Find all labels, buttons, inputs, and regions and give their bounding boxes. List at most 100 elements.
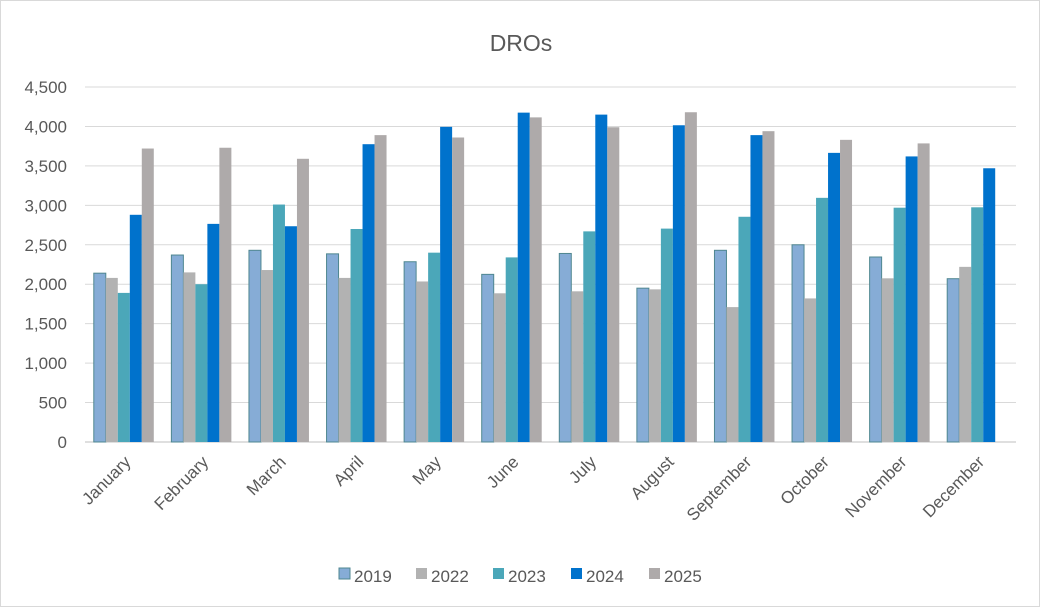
y-tick-label: 2,500 [24, 236, 67, 255]
x-tick-label: October [777, 452, 833, 508]
y-tick-label: 0 [58, 433, 67, 452]
bar-2024-april [362, 144, 375, 442]
bar-2022-july [571, 291, 584, 442]
bar-2025-november [917, 143, 930, 442]
chart-title: DROs [490, 30, 553, 56]
bar-2023-april [350, 229, 363, 442]
x-tick-label: July [565, 452, 600, 487]
legend-swatch [649, 568, 660, 579]
bar-2024-july [595, 114, 608, 442]
bar-2024-august [672, 125, 685, 442]
y-tick-label: 1,000 [24, 354, 67, 373]
bar-2022-november [881, 278, 894, 442]
bar-2023-january [117, 292, 130, 442]
bar-2024-november [905, 156, 918, 442]
bar-2022-may [416, 281, 429, 442]
bar-2019-august [636, 287, 650, 443]
legend-item-2025: 2025 [649, 567, 702, 586]
bar-2025-july [607, 127, 620, 442]
bar-2019-september [713, 249, 727, 443]
bar-2019-november [869, 256, 883, 443]
bar-2022-april [338, 277, 351, 442]
legend-item-2022: 2022 [416, 567, 469, 586]
y-tick-label: 2,000 [24, 275, 67, 294]
bar-2022-february [183, 272, 196, 442]
bar-2019-may [403, 261, 417, 443]
bar-2019-june [481, 273, 495, 443]
x-axis-ticks: January February March April May June July Augu… [78, 452, 988, 525]
bar-2019-april [326, 253, 340, 443]
bar-2023-october [816, 197, 829, 442]
legend-item-2024: 2024 [571, 567, 624, 586]
bar-2024-september [750, 135, 763, 442]
bar-2024-january [129, 214, 142, 442]
bar-2022-june [493, 293, 506, 442]
bar-2022-december [959, 266, 972, 442]
bar-2024-june [517, 112, 530, 442]
legend: 2019 2022 2023 2024 2025 [338, 567, 702, 586]
legend-swatch [416, 568, 427, 579]
legend-label: 2025 [664, 567, 702, 586]
legend-label: 2022 [431, 567, 469, 586]
bar-2024-february [207, 223, 220, 442]
x-tick-label: January [78, 452, 135, 509]
x-tick-label: December [919, 452, 988, 521]
bar-2025-may [452, 137, 465, 442]
y-tick-label: 3,500 [24, 157, 67, 176]
bar-2024-march [284, 226, 297, 442]
bar-2019-december [946, 278, 960, 443]
y-tick-label: 3,000 [24, 196, 67, 215]
bar-2019-july [558, 252, 572, 443]
x-tick-label: March [243, 452, 290, 499]
bar-2024-december [983, 168, 996, 442]
y-tick-label: 4,000 [24, 117, 67, 136]
bar-2023-march [272, 204, 285, 442]
x-tick-label: June [483, 452, 523, 492]
legend-item-2023: 2023 [493, 567, 546, 586]
bar-2019-october [791, 244, 805, 443]
bar-2019-february [170, 254, 184, 443]
bar-2025-june [529, 117, 542, 442]
legend-label: 2023 [508, 567, 546, 586]
bar-2023-august [660, 228, 673, 442]
bar-2025-september [762, 131, 775, 442]
legend-item-2019: 2019 [338, 567, 392, 586]
bar-2023-july [583, 231, 596, 442]
legend-swatch [571, 568, 582, 579]
bar-2024-october [828, 152, 841, 442]
y-tick-label: 500 [39, 394, 67, 413]
bar-2022-october [804, 298, 817, 442]
x-tick-label: November [842, 452, 911, 521]
x-tick-label: April [330, 452, 367, 489]
x-tick-label: September [683, 452, 755, 524]
legend-label: 2024 [586, 567, 624, 586]
bar-2019-march [248, 249, 262, 443]
x-tick-label: February [151, 452, 213, 514]
bar-2023-november [893, 207, 906, 442]
bar-2025-october [840, 139, 853, 442]
bar-2022-march [260, 270, 273, 442]
bar-2022-august [648, 289, 661, 442]
legend-label: 2019 [354, 567, 392, 586]
bar-2019-january [93, 272, 107, 443]
bar-2023-may [428, 252, 441, 442]
gridlines [85, 86, 1016, 443]
bar-2023-december [971, 207, 984, 442]
bar-2025-august [684, 112, 697, 442]
bar-2024-may [440, 126, 453, 442]
bar-2022-january [105, 277, 118, 442]
x-tick-label: August [627, 452, 678, 503]
bar-2025-january [141, 148, 154, 443]
bar-2025-april [374, 135, 387, 442]
y-axis-ticks: 0 500 1,000 1,500 2,000 2,500 3,000 3,500 4,000 4… [24, 78, 67, 452]
bar-2023-june [505, 257, 518, 442]
bar-2023-february [195, 284, 208, 442]
y-tick-label: 4,500 [24, 78, 67, 97]
legend-swatch [493, 568, 504, 579]
bar-2023-september [738, 216, 751, 442]
bar-2022-september [726, 307, 739, 442]
bars [93, 112, 996, 443]
bar-2025-february [219, 147, 232, 442]
